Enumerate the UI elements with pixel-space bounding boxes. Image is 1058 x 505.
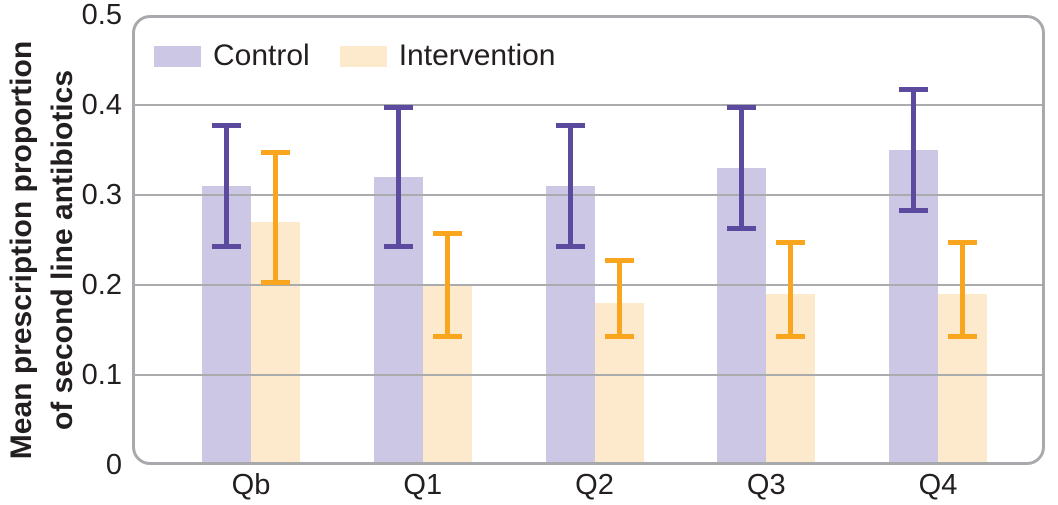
- legend-item-intervention: Intervention: [339, 39, 556, 73]
- error-bar-intervention-qb: [261, 150, 290, 285]
- gridline-0.4: [132, 104, 1045, 106]
- gridline-0.3: [132, 194, 1045, 196]
- error-bar-control-q4: [899, 87, 928, 213]
- x-tick-label-q1: Q1: [403, 469, 443, 501]
- y-axis-title: Mean prescription proportion of second l…: [1, 0, 89, 505]
- error-bar-control-q3: [727, 105, 757, 231]
- legend: Control Intervention: [154, 39, 556, 73]
- error-line-intervention-q2: [616, 258, 622, 339]
- y-tick-label-0.1: 0.1: [81, 359, 122, 391]
- error-bar-intervention-q1: [432, 231, 462, 339]
- y-tick-label-0.4: 0.4: [81, 89, 122, 121]
- legend-item-control: Control: [154, 39, 310, 73]
- y-tick-label-0.3: 0.3: [81, 179, 122, 211]
- x-tick-label-q4: Q4: [918, 469, 958, 501]
- legend-swatch-intervention: [339, 45, 387, 67]
- legend-label-intervention: Intervention: [398, 39, 556, 72]
- error-bar-intervention-q3: [776, 240, 806, 339]
- error-line-intervention-q3: [788, 240, 794, 339]
- error-line-control-q3: [739, 105, 745, 231]
- legend-swatch-control: [154, 45, 201, 67]
- x-tick-label-qb: Qb: [231, 469, 271, 501]
- y-axis-title-line2: of second line antibiotics: [46, 69, 79, 431]
- legend-label-control: Control: [213, 39, 310, 72]
- y-tick-label-0.2: 0.2: [81, 269, 122, 301]
- error-bar-control-q2: [555, 123, 585, 249]
- error-line-intervention-q1: [444, 231, 450, 339]
- error-bar-control-q1: [383, 105, 413, 249]
- error-bar-control-qb: [212, 123, 241, 249]
- error-line-control-q4: [911, 87, 916, 213]
- x-tick-label-q3: Q3: [746, 469, 786, 501]
- error-bar-intervention-q4: [948, 240, 977, 339]
- gridline-0.2: [132, 284, 1045, 286]
- plot-area: [132, 15, 1045, 465]
- y-tick-label-0.5: 0.5: [81, 0, 122, 31]
- error-line-intervention-qb: [273, 150, 278, 285]
- x-tick-label-q2: Q2: [575, 469, 614, 501]
- y-axis-title-line1: Mean prescription proportion: [5, 40, 38, 460]
- y-tick-label-0: 0: [105, 449, 122, 481]
- error-line-control-q1: [395, 105, 401, 249]
- error-line-intervention-q4: [960, 240, 965, 339]
- error-line-control-q2: [567, 123, 573, 249]
- error-bar-intervention-q2: [604, 258, 634, 339]
- gridline-0.1: [132, 374, 1045, 376]
- error-line-control-qb: [224, 123, 229, 249]
